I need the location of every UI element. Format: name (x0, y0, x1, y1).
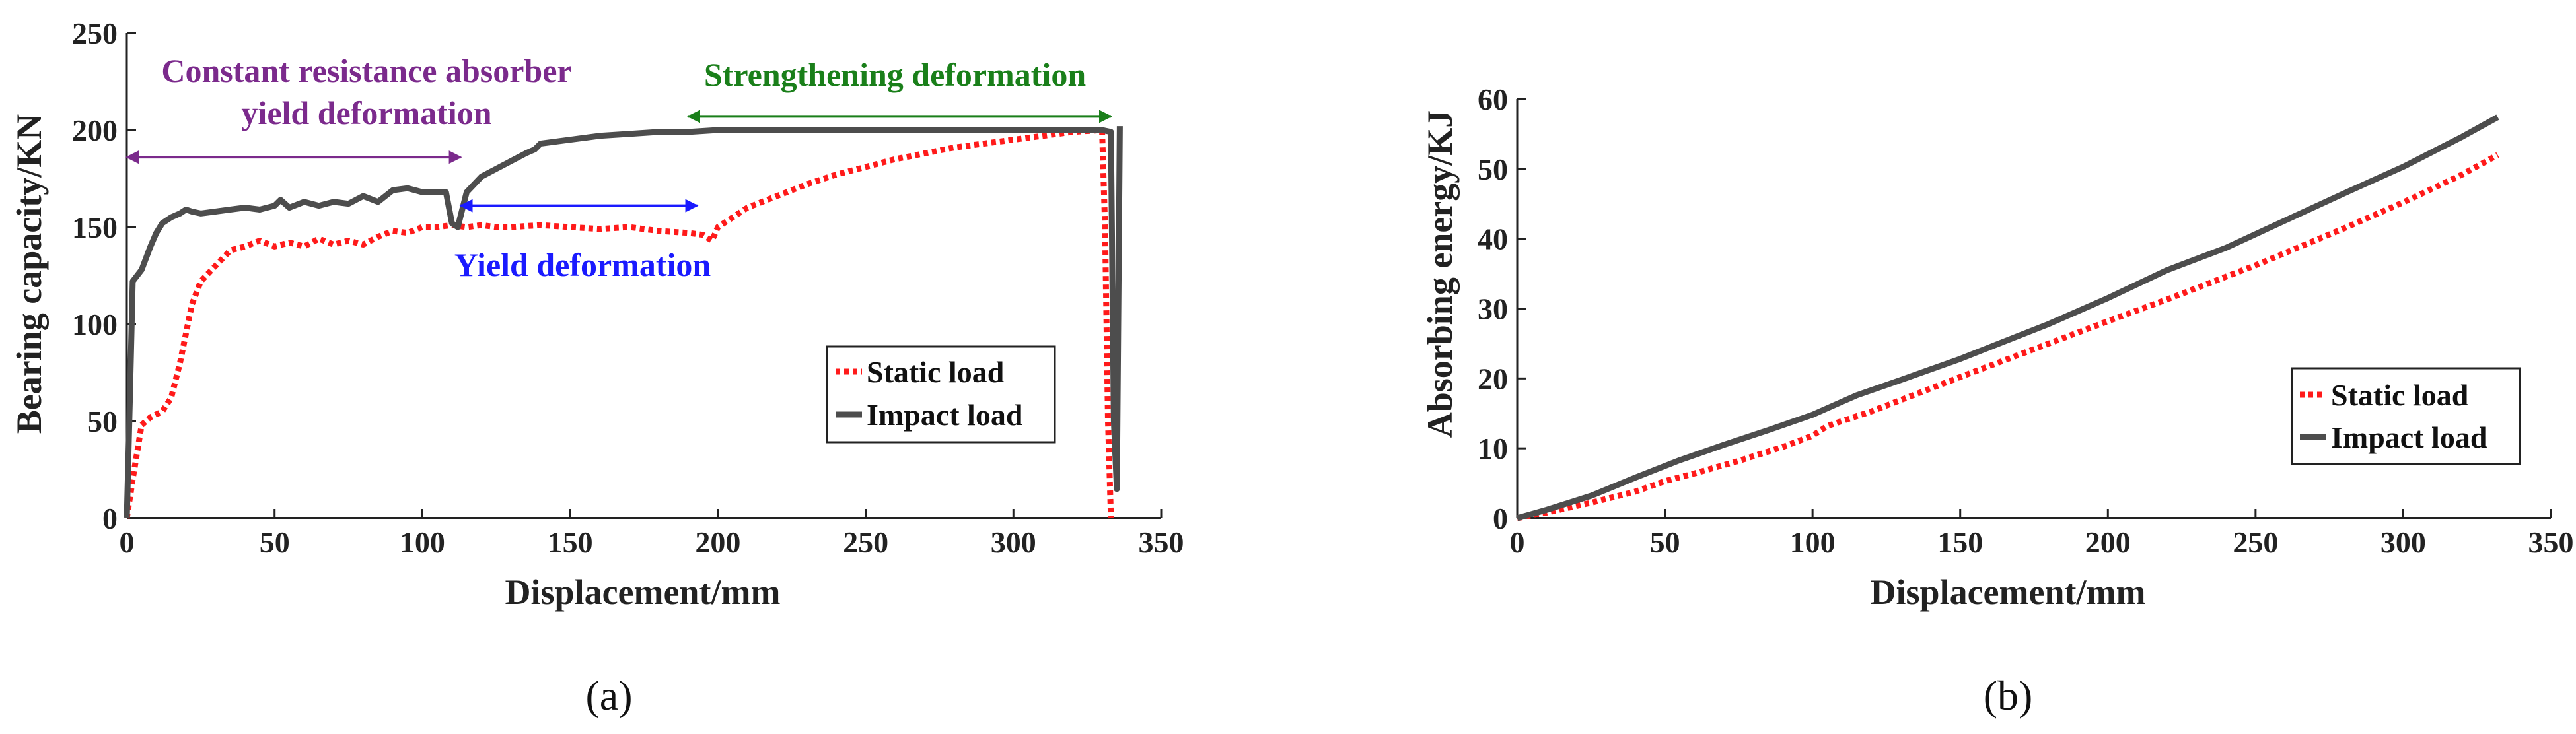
chart-a-xtick-label: 150 (548, 525, 593, 559)
chart-a-xtick-label: 100 (400, 525, 445, 559)
chart-b-xtick-label: 200 (2085, 525, 2131, 559)
chart-b-xtick-label: 50 (1650, 525, 1680, 559)
chart-a-ytick-label: 200 (72, 114, 118, 147)
chart-a-ytick-label: 150 (72, 211, 118, 244)
chart-b-xtick-label: 350 (2528, 525, 2574, 559)
chart-b-xtick-label: 100 (1790, 525, 1836, 559)
panel-b-label: (b) (1984, 672, 2033, 719)
chart-b-series-impact-load (1516, 114, 2499, 521)
chart-a-xtick-label: 0 (120, 525, 135, 559)
chart-a-ytick-label: 50 (87, 405, 118, 438)
chart-b-ylabel: Absorbing energy/KJ (1420, 110, 1460, 438)
annotation-strengthening: Strengthening deformation (704, 56, 1086, 93)
legend-b-static-label: Static load (2331, 378, 2469, 412)
chart-b-ytick-label: 40 (1478, 222, 1508, 256)
chart-a-xtick-label: 350 (1139, 525, 1184, 559)
chart-a-ytick-label: 250 (72, 17, 118, 50)
chart-a-xtick-label: 200 (695, 525, 740, 559)
chart-b-ytick-label: 60 (1478, 83, 1508, 116)
chart-b-xtick-label: 150 (1937, 525, 1983, 559)
annotation-constant-resistance-line1: Constant resistance absorber (161, 52, 571, 89)
chart-b-ytick-label: 20 (1478, 362, 1508, 395)
chart-b-ytick-label: 10 (1478, 432, 1508, 465)
chart-b: 0 50 100 150 200 250 300 350 0 10 20 30 40 50 60 Stati… (1420, 83, 2574, 719)
legend-b-box (2291, 367, 2521, 465)
panel-a-label: (a) (585, 672, 632, 719)
legend-b-impact-label: Impact load (2331, 420, 2487, 454)
chart-b-xlabel: Displacement/mm (1871, 572, 2146, 612)
chart-a-series-impact-load (124, 126, 1123, 519)
chart-b-ytick-label: 0 (1493, 502, 1508, 535)
legend-a-static-label: Static load (867, 355, 1005, 389)
chart-a-ylabel: Bearing capacity/KN (9, 114, 49, 434)
chart-a-xtick-label: 300 (991, 525, 1036, 559)
chart-a-xtick-label: 50 (260, 525, 290, 559)
chart-b-ytick-label: 30 (1478, 292, 1508, 326)
chart-b-ytick-label: 50 (1478, 152, 1508, 186)
chart-a-ytick-label: 100 (72, 308, 118, 341)
chart-a: 0 50 100 150 200 250 300 350 0 50 100 150 200 250 Con… (9, 17, 1184, 719)
chart-a-series-static-load (124, 127, 1114, 519)
chart-a-annotations: Constant resistance absorber yield defor… (161, 52, 1086, 283)
chart-a-marks: 0 50 100 150 200 250 300 350 0 50 100 150 200 250 (72, 17, 1184, 559)
chart-b-legend: Static load Impact load (2291, 367, 2521, 465)
legend-a-box (826, 345, 1056, 444)
chart-a-legend: Static load Impact load (826, 345, 1056, 444)
chart-a-xlabel: Displacement/mm (505, 572, 781, 612)
annotation-constant-resistance-line2: yield deformation (241, 94, 491, 131)
chart-a-ytick-label: 0 (102, 502, 118, 535)
annotation-yield: Yield deformation (454, 246, 711, 283)
chart-b-marks: 0 50 100 150 200 250 300 350 0 10 20 30 40 50 60 (1478, 83, 2574, 559)
chart-b-xtick-label: 300 (2380, 525, 2426, 559)
chart-a-xtick-label: 250 (843, 525, 888, 559)
chart-b-xtick-label: 0 (1510, 525, 1525, 559)
legend-a-impact-label: Impact load (867, 398, 1023, 432)
chart-b-series-static-load (1517, 152, 2499, 521)
chart-b-xtick-label: 250 (2233, 525, 2278, 559)
